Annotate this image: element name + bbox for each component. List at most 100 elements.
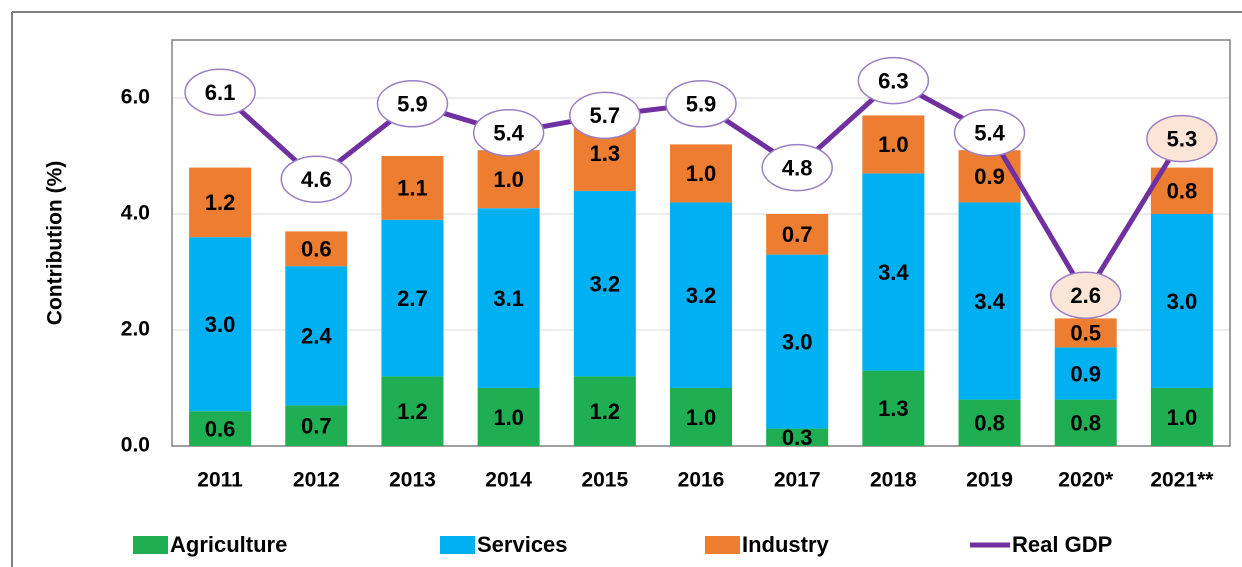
data-label: 0.6 [205,416,236,441]
bar-segment [1054,399,1117,446]
data-label: 1.0 [686,161,717,186]
data-label: 0.5 [1070,321,1101,346]
bar-segment [189,237,252,412]
label-bubble [376,80,449,128]
data-label: 3.0 [1167,289,1198,314]
x-tick-label: 2016 [678,469,725,492]
bar-segment [285,405,348,446]
data-label: 1.1 [397,176,428,201]
x-tick-label: 2020* [1058,469,1114,492]
data-label: 1.2 [205,190,236,215]
data-label: 0.7 [301,414,332,439]
y-tick-label: 2.0 [121,318,150,341]
bar-segment [477,150,540,209]
bar-segment [862,115,925,174]
data-label: 1.0 [493,167,524,192]
label-bubble [857,56,930,105]
label-bubble [472,109,545,157]
bar-segment [381,156,444,220]
data-label: 1.0 [878,132,909,157]
x-tick-label: 2013 [389,469,436,492]
label-bubble [953,109,1026,157]
data-label: 2.7 [397,286,428,311]
data-label: 3.0 [205,312,236,337]
bar-segment [189,167,252,238]
y-tick-label: 4.0 [121,202,150,225]
bar-segment [766,428,829,446]
bar-segment [1054,318,1117,348]
bar-segment [766,254,829,429]
legend-swatch [133,536,168,554]
y-tick-label: 0.0 [121,434,150,457]
data-label: 1.2 [397,399,428,424]
bar-segment [862,370,925,446]
bar-segment [285,266,348,406]
bar-segment [285,231,348,267]
data-label: 5.9 [686,92,717,117]
bar-segment [1054,347,1117,400]
data-label: 0.3 [782,425,813,450]
bar-segment [670,144,732,203]
bar-segment [381,376,444,446]
data-label: 1.0 [493,405,524,430]
data-label: 3.1 [493,286,524,311]
data-label: 5.3 [1167,126,1198,151]
bar-segment [1150,214,1213,388]
data-label: 0.9 [974,164,1005,189]
bar-segment [670,388,732,446]
label-bubble [1146,114,1218,163]
data-label: 1.0 [686,405,717,430]
data-label: 0.7 [782,222,813,247]
label-bubble [1049,271,1122,319]
data-label: 4.8 [782,155,813,180]
legend-swatch [440,536,475,554]
label-bubble [184,68,256,116]
label-bubble [280,155,353,203]
x-tick-label: 2014 [485,469,532,492]
data-label: 0.8 [1070,411,1101,436]
label-bubble [665,80,737,128]
legend-label: Services [477,532,568,557]
data-label: 3.4 [878,260,909,285]
legend-swatch [705,536,740,554]
data-label: 1.0 [1167,405,1198,430]
data-label: 0.8 [974,411,1005,436]
bar-segment [670,202,732,388]
data-label: 1.2 [590,399,621,424]
data-label: 5.4 [974,121,1005,146]
x-tick-label: 2021** [1150,469,1214,492]
data-label: 3.2 [686,283,717,308]
data-label: 0.8 [1167,179,1198,204]
bar-segment [573,190,636,377]
legend-label: Agriculture [170,532,287,557]
data-label: 0.6 [301,237,332,262]
x-tick-label: 2011 [197,469,243,492]
bar-segment [381,219,444,377]
legend-label: Real GDP [1012,532,1112,557]
bar-segment [1150,388,1213,446]
y-axis-title: Contribution (%) [44,161,67,325]
data-label: 5.4 [493,121,524,146]
bar-segment [766,214,829,255]
bar-segment [958,202,1021,400]
data-label: 4.6 [301,167,332,192]
x-tick-label: 2015 [581,469,628,492]
bar-segment [958,150,1021,203]
data-label: 1.3 [590,141,621,166]
bar-segment [958,399,1021,446]
x-tick-label: 2019 [966,469,1013,492]
data-label: 2.6 [1070,283,1101,308]
data-label: 1.3 [878,396,909,421]
data-label: 2.4 [301,324,332,349]
data-label: 6.1 [205,80,236,105]
bar-segment [862,173,925,371]
data-label: 5.7 [590,103,621,128]
bar-segment [477,388,540,446]
bar-segment [189,411,252,446]
label-bubble [569,91,641,140]
data-label: 6.3 [878,68,909,93]
label-bubble [761,143,833,192]
data-label: 3.0 [782,329,813,354]
x-tick-label: 2018 [870,469,917,492]
